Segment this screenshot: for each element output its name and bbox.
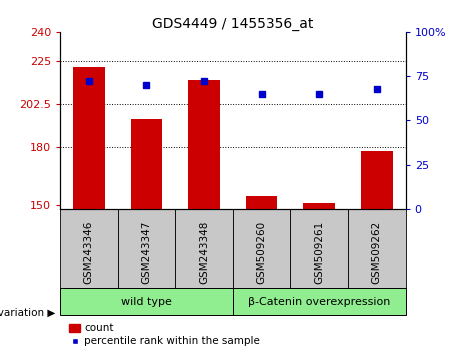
Bar: [290, 209, 348, 288]
Text: GSM509260: GSM509260: [257, 221, 266, 284]
Text: GSM509261: GSM509261: [314, 221, 324, 284]
Text: GSM509262: GSM509262: [372, 221, 382, 284]
Text: wild type: wild type: [121, 297, 172, 307]
Text: GSM243347: GSM243347: [142, 221, 151, 284]
Bar: [233, 209, 290, 288]
Text: genotype/variation ▶: genotype/variation ▶: [0, 308, 55, 318]
Text: GSM243348: GSM243348: [199, 221, 209, 284]
Bar: [118, 209, 175, 288]
Bar: [175, 209, 233, 288]
Bar: [246, 196, 278, 209]
Bar: [348, 209, 406, 288]
Bar: [60, 288, 233, 315]
Bar: [361, 151, 393, 209]
Bar: [130, 119, 162, 209]
Bar: [60, 209, 118, 288]
Legend: count, percentile rank within the sample: count, percentile rank within the sample: [65, 319, 264, 350]
Bar: [233, 288, 406, 315]
Text: β-Catenin overexpression: β-Catenin overexpression: [248, 297, 390, 307]
Bar: [188, 80, 220, 209]
Bar: [73, 67, 105, 209]
Bar: [303, 203, 335, 209]
Title: GDS4449 / 1455356_at: GDS4449 / 1455356_at: [152, 17, 313, 31]
Text: GSM243346: GSM243346: [84, 221, 94, 284]
